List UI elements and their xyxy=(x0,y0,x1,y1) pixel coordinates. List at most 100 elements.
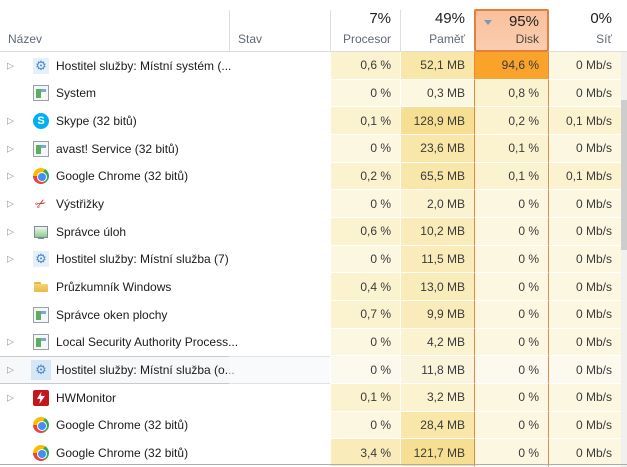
column-header-cpu[interactable]: 7% Procesor xyxy=(330,10,400,51)
memory-cell: 128,9 MB xyxy=(400,107,474,135)
column-label-network: Síť xyxy=(596,32,612,46)
expand-arrow-icon[interactable]: ▷ xyxy=(7,253,14,264)
process-row[interactable]: ▷ HWMonitor 0,1 % 3,2 MB 0 % 0 Mb/s xyxy=(0,383,627,412)
column-header-name[interactable]: Název xyxy=(0,10,229,51)
disk-cell: 0 % xyxy=(474,356,549,384)
column-header-memory[interactable]: 49% Paměť xyxy=(400,10,474,51)
gear-icon xyxy=(33,251,49,268)
process-row[interactable]: ▷ avast! Service (32 bitů) 0 % 23,6 MB 0… xyxy=(0,134,627,163)
table-header: Název Stav 7% Procesor 49% Paměť 95% Dis… xyxy=(0,0,627,52)
network-cell: 0 Mb/s xyxy=(549,134,621,163)
status-cell xyxy=(229,329,330,357)
cpu-cell: 0 % xyxy=(330,79,400,108)
process-name: System xyxy=(56,86,97,101)
status-cell xyxy=(229,301,330,329)
status-cell xyxy=(229,52,330,80)
disk-cell: 0 % xyxy=(474,383,549,412)
column-header-disk[interactable]: 95% Disk xyxy=(474,9,549,52)
column-label-disk: Disk xyxy=(515,32,539,46)
taskmgr-icon xyxy=(33,224,49,240)
process-row[interactable]: ▷ Google Chrome (32 bitů) 0 % 28,4 MB 0 … xyxy=(0,411,627,440)
expand-arrow-icon[interactable]: ▷ xyxy=(7,198,14,209)
disk-cell: 0,1 % xyxy=(474,162,549,191)
process-row[interactable]: ▷ Skype (32 bitů) 0,1 % 128,9 MB 0,2 % 0… xyxy=(0,107,627,135)
memory-cell: 2,0 MB xyxy=(400,190,474,218)
network-cell: 0 Mb/s xyxy=(549,328,621,357)
cpu-total-value: 7% xyxy=(369,10,391,27)
status-cell xyxy=(229,190,330,218)
expand-arrow-icon[interactable]: ▷ xyxy=(7,143,14,154)
process-row[interactable]: ▷ Správce úloh 0,6 % 10,2 MB 0 % 0 Mb/s xyxy=(0,217,627,246)
process-row[interactable]: ▷ Správce oken plochy 0,7 % 9,9 MB 0 % 0… xyxy=(0,300,627,329)
process-name: Skype (32 bitů) xyxy=(56,114,137,129)
status-cell xyxy=(229,412,330,440)
process-name: Průzkumník Windows xyxy=(56,280,172,295)
process-row[interactable]: ▷ Hostitel služby: Místní služba (o... 0… xyxy=(0,356,627,384)
status-cell xyxy=(229,107,330,135)
process-name: Hostitel služby: Místní služba (o... xyxy=(56,363,235,378)
bottom-divider xyxy=(0,464,627,465)
expand-arrow-icon[interactable]: ▷ xyxy=(7,226,14,237)
chrome-icon xyxy=(33,417,49,434)
cpu-cell: 0,6 % xyxy=(330,52,400,80)
process-name: Google Chrome (32 bitů) xyxy=(56,169,189,184)
expand-arrow-icon[interactable]: ▷ xyxy=(7,170,14,181)
disk-cell: 0,2 % xyxy=(474,107,549,135)
cpu-cell: 3,4 % xyxy=(330,439,400,467)
memory-cell: 13,0 MB xyxy=(400,273,474,301)
process-name: Výstřižky xyxy=(56,197,104,212)
process-row[interactable]: ▷ System 0 % 0,3 MB 0,8 % 0 Mb/s xyxy=(0,79,627,108)
disk-total-value: 95% xyxy=(508,13,539,30)
status-cell xyxy=(229,80,330,108)
cpu-cell: 0,6 % xyxy=(330,217,400,246)
network-total-value: 0% xyxy=(590,10,612,27)
process-name: Hostitel služby: Místní služba (7) xyxy=(56,252,229,267)
cpu-cell: 0 % xyxy=(330,356,400,384)
memory-cell: 23,6 MB xyxy=(400,134,474,163)
cpu-cell: 0 % xyxy=(330,190,400,218)
skype-icon xyxy=(33,113,49,130)
column-header-network[interactable]: 0% Síť xyxy=(549,10,621,51)
network-cell: 0 Mb/s xyxy=(549,217,621,246)
process-row[interactable]: ▷ Local Security Authority Process... 0 … xyxy=(0,328,627,357)
network-cell: 0 Mb/s xyxy=(549,245,621,274)
network-cell: 0 Mb/s xyxy=(549,79,621,108)
cpu-cell: 0,4 % xyxy=(330,273,400,301)
process-row[interactable]: ▷ Hostitel služby: Místní služba (7) 0 %… xyxy=(0,245,627,274)
process-row[interactable]: ▷ Google Chrome (32 bitů) 0,2 % 65,5 MB … xyxy=(0,162,627,191)
expand-arrow-icon[interactable]: ▷ xyxy=(7,364,14,375)
scrollbar-thumb[interactable] xyxy=(621,100,627,250)
expand-arrow-icon[interactable]: ▷ xyxy=(7,60,14,71)
process-row[interactable]: ▷ Výstřižky 0 % 2,0 MB 0 % 0 Mb/s xyxy=(0,190,627,218)
process-row[interactable]: ▷ Google Chrome (32 bitů) 3,4 % 121,7 MB… xyxy=(0,439,627,467)
network-cell: 0 Mb/s xyxy=(549,52,621,80)
column-label-cpu: Procesor xyxy=(342,32,391,46)
process-row[interactable]: ▷ Průzkumník Windows 0,4 % 13,0 MB 0 % 0… xyxy=(0,273,627,301)
expand-arrow-icon[interactable]: ▷ xyxy=(7,115,14,126)
process-name: Správce úloh xyxy=(56,224,127,239)
cpu-cell: 0,1 % xyxy=(330,383,400,412)
cpu-cell: 0 % xyxy=(330,245,400,274)
process-row[interactable]: ▷ Hostitel služby: Místní systém (... 0,… xyxy=(0,52,627,80)
expand-arrow-icon[interactable]: ▷ xyxy=(7,336,14,347)
expand-arrow-icon[interactable]: ▷ xyxy=(7,392,14,403)
vertical-scrollbar[interactable] xyxy=(621,52,627,467)
process-name: Google Chrome (32 bitů) xyxy=(56,446,189,461)
disk-cell: 0 % xyxy=(474,411,549,440)
chrome-icon xyxy=(33,445,49,462)
header-divider xyxy=(0,51,627,52)
disk-cell: 0 % xyxy=(474,439,549,467)
cpu-cell: 0 % xyxy=(330,134,400,163)
status-cell xyxy=(229,246,330,274)
memory-total-value: 49% xyxy=(434,10,465,27)
network-cell: 0,1 Mb/s xyxy=(549,107,621,135)
column-header-status[interactable]: Stav xyxy=(229,10,330,51)
hwmonitor-icon xyxy=(33,389,49,406)
cpu-cell: 0,1 % xyxy=(330,107,400,135)
gear-icon xyxy=(33,362,49,379)
process-name: Správce oken plochy xyxy=(56,307,168,322)
disk-cell: 0 % xyxy=(474,190,549,218)
cpu-cell: 0,2 % xyxy=(330,162,400,191)
disk-cell: 0 % xyxy=(474,328,549,357)
